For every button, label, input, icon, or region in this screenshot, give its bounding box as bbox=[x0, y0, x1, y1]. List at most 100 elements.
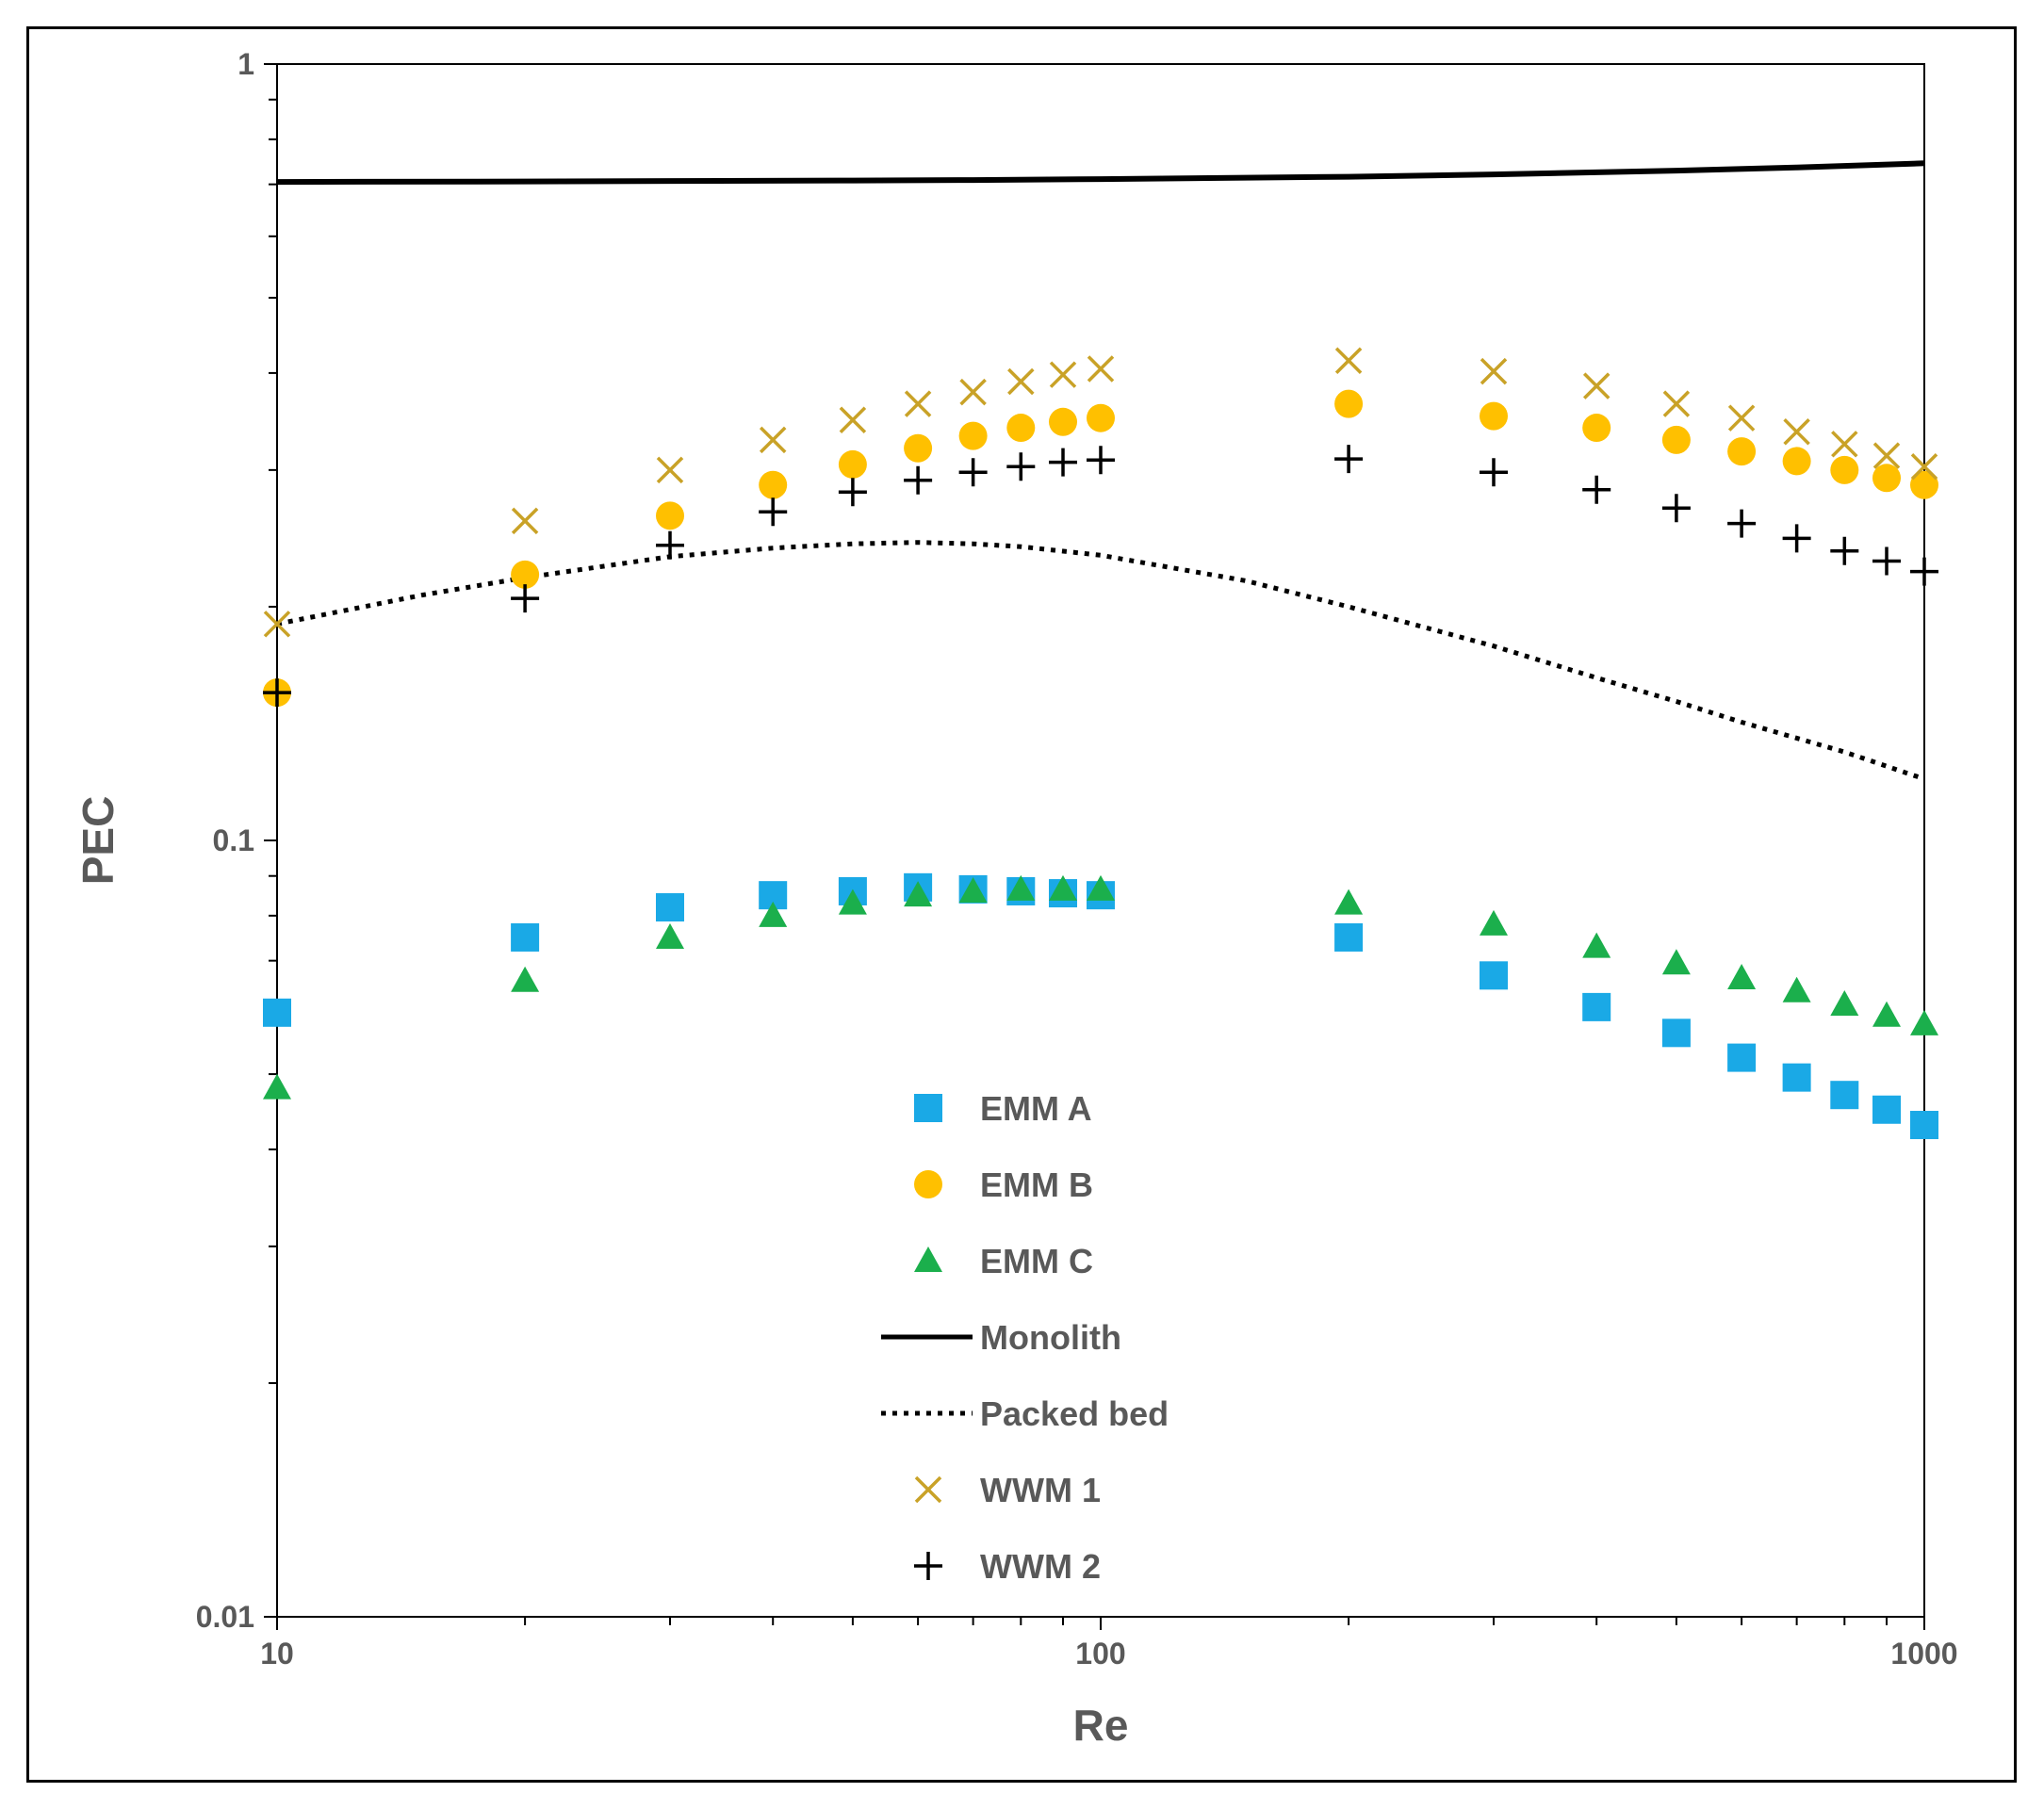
wwm-1-point bbox=[263, 611, 291, 638]
monolith-line bbox=[276, 160, 1925, 186]
x-tick-label: 10 bbox=[260, 1637, 294, 1670]
emm-b-point bbox=[1049, 407, 1078, 436]
emm-a-point bbox=[1582, 992, 1611, 1021]
wwm-2-point bbox=[1334, 445, 1364, 474]
emm-b-point bbox=[838, 449, 867, 479]
wwm-1-point bbox=[1910, 453, 1938, 481]
wwm-2-point bbox=[1910, 557, 1938, 586]
emm-a-point bbox=[1830, 1081, 1859, 1110]
y-tick-label: 1 bbox=[237, 47, 254, 81]
legend-item-emm-a: EMM A bbox=[914, 1089, 1092, 1128]
legend-item-monolith: Monolith bbox=[881, 1318, 1121, 1357]
emm-c-point bbox=[1910, 1009, 1938, 1035]
emm-b-point bbox=[759, 470, 788, 499]
emm-c-point bbox=[1782, 976, 1811, 1002]
legend-swatch bbox=[914, 1094, 942, 1122]
emm-c-point bbox=[1480, 909, 1509, 936]
x-tick-label: 100 bbox=[1075, 1637, 1125, 1670]
wwm-1-series bbox=[263, 347, 1938, 638]
wwm-1-point bbox=[1334, 347, 1363, 374]
emm-b-point bbox=[904, 433, 933, 463]
wwm-2-point bbox=[1006, 452, 1036, 481]
wwm-2-point bbox=[1049, 448, 1078, 477]
wwm-1-point bbox=[839, 406, 867, 433]
emm-c-point bbox=[1582, 932, 1611, 958]
emm-b-point bbox=[1727, 437, 1757, 466]
emm-c-point bbox=[1661, 949, 1691, 975]
wwm-1-point bbox=[1662, 390, 1691, 417]
emm-c-point bbox=[1830, 989, 1859, 1016]
wwm-1-point bbox=[1831, 431, 1858, 458]
plot-area-border bbox=[276, 63, 1925, 1618]
emm-a-point bbox=[1727, 1043, 1757, 1072]
legend-label: Monolith bbox=[980, 1318, 1121, 1357]
emm-c-point bbox=[1006, 874, 1036, 901]
wwm-2-point bbox=[511, 584, 540, 613]
wwm-2-point bbox=[1727, 509, 1757, 538]
wwm-2-point bbox=[1582, 475, 1611, 504]
emm-b-point bbox=[958, 421, 988, 450]
wwm-1-point bbox=[1087, 355, 1115, 383]
wwm-1-point bbox=[759, 426, 787, 454]
wwm-1-point bbox=[1480, 357, 1508, 385]
wwm-2-point bbox=[263, 678, 291, 708]
legend-label: WWM 2 bbox=[980, 1547, 1101, 1586]
wwm-2-point bbox=[838, 478, 867, 507]
emm-c-series bbox=[263, 874, 1938, 1100]
emm-a-point bbox=[656, 893, 685, 922]
emm-c-point bbox=[656, 922, 685, 949]
chart-frame bbox=[26, 26, 2017, 1783]
emm-a-point bbox=[1782, 1063, 1811, 1092]
wwm-1-point bbox=[511, 507, 539, 535]
emm-c-point bbox=[759, 901, 788, 927]
legend-label: EMM B bbox=[980, 1165, 1093, 1204]
wwm-2-point bbox=[1661, 494, 1691, 523]
emm-a-point bbox=[511, 922, 540, 952]
legend-label: Packed bed bbox=[980, 1394, 1169, 1433]
emm-b-point bbox=[1830, 455, 1859, 484]
emm-b-point bbox=[1480, 401, 1509, 431]
emm-a-point bbox=[1661, 1019, 1691, 1048]
legend-swatch bbox=[914, 1552, 942, 1580]
legend-swatch bbox=[914, 1170, 942, 1198]
emm-c-point bbox=[838, 888, 867, 915]
emm-c-point bbox=[511, 966, 540, 992]
legend-item-emm-b: EMM B bbox=[914, 1165, 1093, 1204]
wwm-2-point bbox=[1782, 524, 1811, 553]
emm-b-point bbox=[1910, 470, 1938, 499]
emm-b-point bbox=[1782, 447, 1811, 476]
emm-a-series bbox=[263, 872, 1938, 1140]
wwm-1-point bbox=[1582, 372, 1611, 399]
x-axis-title: Re bbox=[1073, 1701, 1129, 1750]
legend-item-packed-bed: Packed bed bbox=[881, 1394, 1169, 1433]
emm-b-point bbox=[1334, 389, 1364, 418]
wwm-1-point bbox=[656, 456, 684, 484]
wwm-2-point bbox=[1872, 546, 1902, 576]
wwm-1-point bbox=[1783, 418, 1810, 446]
wwm-2-point bbox=[1830, 536, 1859, 565]
legend-item-emm-c: EMM C bbox=[914, 1242, 1093, 1280]
emm-c-point bbox=[958, 876, 988, 903]
wwm-2-point bbox=[1480, 458, 1508, 487]
emm-b-point bbox=[511, 560, 540, 589]
x-tick-label: 1000 bbox=[1890, 1637, 1957, 1670]
legend-item-wwm-1: WWM 1 bbox=[914, 1471, 1101, 1509]
legend-label: EMM C bbox=[980, 1242, 1093, 1280]
y-axis-title: PEC bbox=[74, 796, 123, 886]
emm-a-point bbox=[1872, 1095, 1902, 1124]
emm-b-point bbox=[1006, 414, 1036, 443]
emm-a-point bbox=[1334, 922, 1364, 952]
legend-swatch bbox=[914, 1247, 942, 1272]
emm-a-point bbox=[263, 998, 291, 1027]
emm-b-point bbox=[1872, 464, 1902, 493]
legend-item-wwm-2: WWM 2 bbox=[914, 1547, 1101, 1586]
emm-b-point bbox=[1087, 403, 1115, 432]
legend-label: EMM A bbox=[980, 1089, 1092, 1128]
emm-b-point bbox=[1582, 414, 1611, 443]
wwm-2-point bbox=[1087, 446, 1115, 475]
y-tick-label: 0.01 bbox=[196, 1600, 254, 1634]
emm-a-point bbox=[1910, 1111, 1938, 1140]
emm-a-point bbox=[1480, 961, 1509, 990]
emm-b-series bbox=[263, 389, 1938, 708]
